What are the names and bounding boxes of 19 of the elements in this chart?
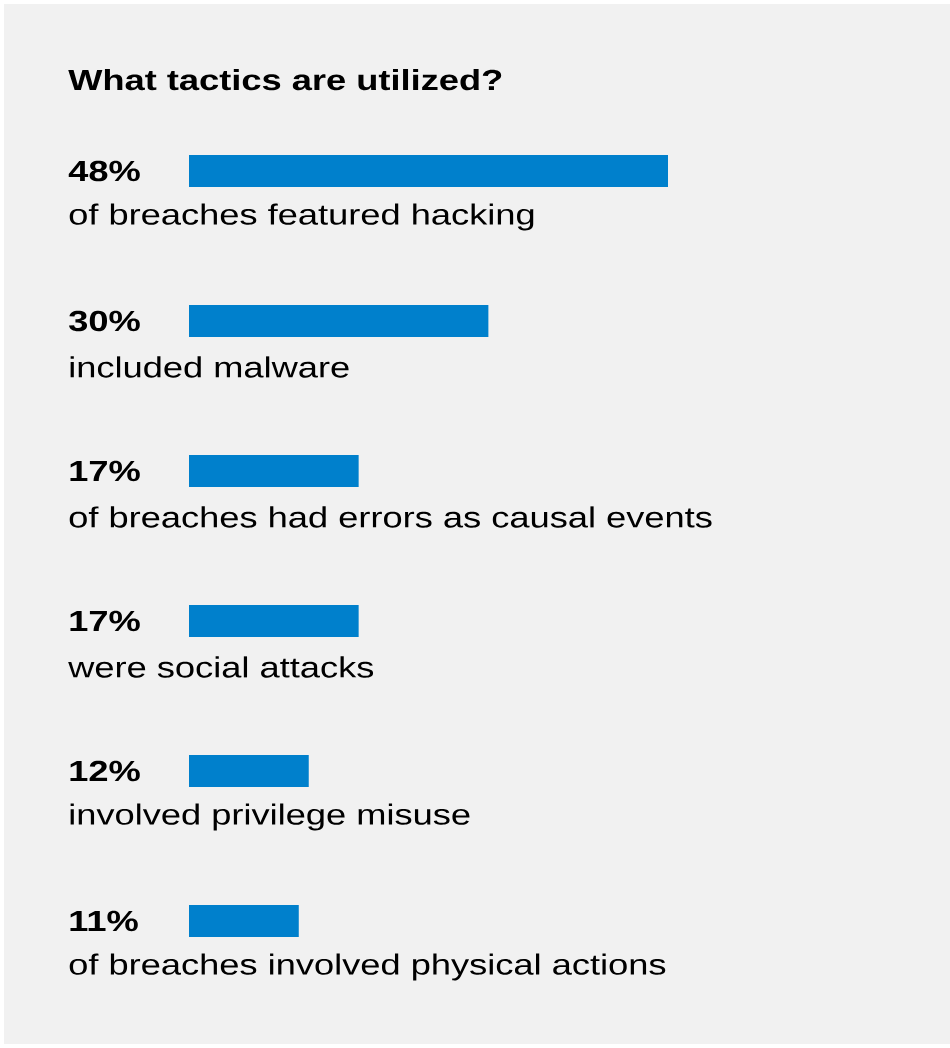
chart-title: What tactics are utilized?: [68, 68, 502, 91]
bar: [189, 455, 359, 487]
data-label: 48%: [68, 160, 140, 182]
y-tick-label: of breaches featured hacking: [69, 203, 534, 231]
bar: [189, 155, 668, 187]
bar: [189, 605, 359, 637]
y-tick-label: were social attacks: [68, 656, 374, 678]
y-tick-label: included malware: [70, 356, 349, 378]
data-label: 17%: [70, 610, 140, 632]
bar: [189, 905, 299, 938]
y-tick-label: of breaches involved physical actions: [69, 953, 666, 981]
bar: [189, 755, 309, 788]
data-label: 12%: [70, 760, 140, 782]
bar: [189, 305, 489, 337]
data-label: 17%: [70, 460, 140, 482]
y-tick-label: involved privilege misuse: [70, 803, 470, 831]
y-tick-label: of breaches had errors as causal events: [69, 506, 712, 528]
data-label: 30%: [69, 310, 140, 332]
data-label: 11%: [70, 910, 138, 932]
